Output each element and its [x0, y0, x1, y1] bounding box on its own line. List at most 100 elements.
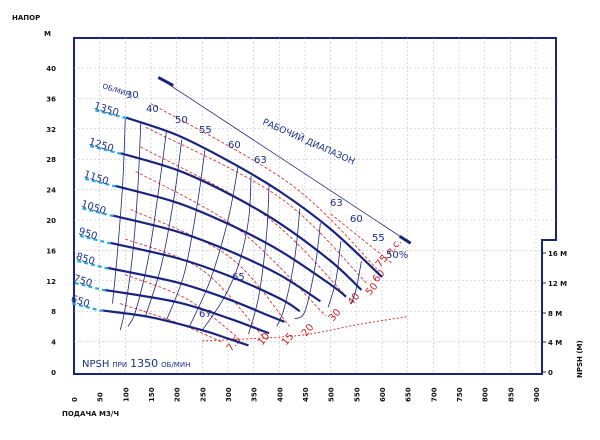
y-tick-label: 20 — [46, 217, 56, 225]
efficiency-curve — [327, 241, 342, 308]
power-curve — [145, 126, 367, 284]
efficiency-label: 50% — [386, 250, 408, 261]
speed-curve-shutoff — [79, 234, 113, 245]
x-tick-label: 650 — [405, 387, 413, 402]
npsh-tick-label: 0 — [548, 369, 553, 377]
npsh-tick-label: 12 М — [548, 280, 567, 288]
efficiency-label: 63 — [254, 155, 267, 166]
y-tick-label: 12 — [46, 278, 56, 286]
x-tick-label: 500 — [328, 387, 336, 402]
speed-curve-shutoff — [95, 109, 128, 120]
grid — [74, 38, 556, 372]
speed-curve — [114, 184, 347, 298]
y-tick-label: 8 — [51, 308, 56, 316]
speed-curve — [124, 116, 383, 278]
power-curve-label: 20 — [300, 322, 317, 339]
efficiency-curve — [145, 139, 183, 316]
power-curve — [125, 274, 239, 339]
efficiency-curve — [294, 222, 321, 320]
npsh-curve-group: NPSH ПРИ 1350 ОБ/МИН — [82, 316, 408, 370]
x-tick-label: 450 — [302, 387, 310, 402]
npsh-tick-label: 16 М — [548, 250, 567, 258]
power-curve-label: 30 — [327, 307, 344, 324]
speed-curve-shutoff — [71, 302, 105, 313]
x-tick-labels: 0 50 100 150 200 250 300 350 400 450 500 550 600 650 7… — [71, 387, 541, 402]
speed-label: 750 — [72, 273, 94, 289]
power-curve-label: 15 — [280, 331, 297, 348]
speed-label: 650 — [69, 294, 91, 310]
x-tick-label: 150 — [148, 387, 156, 402]
x-tick-label: 700 — [430, 387, 438, 402]
speed-curve-shutoff — [89, 145, 123, 156]
speed-curve — [112, 214, 321, 303]
y-tick-label: 28 — [46, 156, 56, 164]
power-curve — [140, 146, 347, 297]
efficiency-curve — [112, 117, 126, 304]
x-tick-label: 750 — [456, 387, 464, 402]
x-tick-label: 350 — [251, 387, 259, 402]
x-tick-label: 900 — [533, 387, 541, 402]
operating-range-line — [161, 79, 408, 242]
power-curve — [330, 213, 393, 264]
x-tick-label: 50 — [97, 392, 105, 402]
speed-label: 850 — [74, 251, 96, 267]
speed-label: 950 — [77, 226, 99, 242]
efficiency-label: 55 — [199, 125, 212, 136]
y-tick-label: 36 — [46, 95, 56, 103]
y-tick-labels: 0 4 8 12 16 20 24 28 32 36 40 — [46, 65, 56, 377]
y-axis-unit: М — [44, 30, 51, 38]
x-tick-label: 250 — [199, 387, 207, 402]
speed-curve — [109, 241, 301, 313]
power-curve — [150, 103, 378, 269]
efficiency-curve — [201, 175, 252, 331]
efficiency-curve — [350, 260, 362, 304]
speed-curve-shutoff — [77, 259, 110, 270]
npsh-tick-label: 4 М — [548, 339, 562, 347]
efficiency-curve — [119, 122, 142, 331]
npsh-label-part: NPSH — [82, 359, 109, 370]
operating-range-label: РАБОЧИЙ ДИАПАЗОН — [261, 116, 357, 168]
efficiency-label: 60 — [228, 140, 241, 151]
npsh-axis-title: NPSH (М) — [576, 340, 584, 378]
x-tick-label: 850 — [507, 387, 515, 402]
power-curve-label: 40 — [346, 291, 363, 308]
x-tick-label: 100 — [122, 387, 130, 402]
npsh-tick-label: 8 М — [548, 310, 562, 318]
x-tick-label: 300 — [225, 387, 233, 402]
efficiency-label: 40 — [146, 104, 159, 115]
y-tick-label: 0 — [51, 369, 56, 377]
efficiency-curve — [127, 131, 167, 327]
operating-range-cap-start — [157, 76, 174, 87]
speed-curve — [119, 152, 363, 291]
speed-curves — [71, 109, 383, 347]
x-axis-title: ПОДАЧА М3/Ч — [62, 410, 119, 418]
speed-curve-shutoff — [74, 281, 108, 292]
chart-frame — [73, 37, 557, 375]
x-tick-label: 600 — [379, 387, 387, 402]
y-tick-label: 40 — [46, 65, 56, 73]
power-curve — [135, 170, 326, 317]
y-tick-label: 32 — [46, 126, 56, 134]
npsh-tick-labels: 0 4 М 8 М 12 М 16 М — [542, 250, 567, 377]
speed-curve — [104, 288, 270, 335]
operating-range-cap-end — [398, 235, 412, 245]
x-tick-label: 0 — [71, 397, 79, 402]
x-tick-label: 400 — [276, 387, 284, 402]
speed-curve — [107, 266, 285, 323]
npsh-label-part: 1350 — [130, 357, 158, 370]
efficiency-label: 60 — [350, 214, 363, 225]
x-tick-label: 550 — [353, 387, 361, 402]
x-tick-label: 200 — [174, 387, 182, 402]
speed-label: 1350 — [92, 101, 120, 119]
npsh-curve-label: NPSH ПРИ 1350 ОБ/МИН — [82, 357, 190, 370]
speed-label: 1250 — [87, 137, 115, 155]
speed-curve-shutoff — [82, 207, 115, 218]
speed-curve — [102, 309, 249, 347]
efficiency-label: 50 — [175, 115, 188, 126]
efficiency-label: 65 — [232, 272, 245, 283]
efficiency-curve — [166, 150, 206, 321]
y-axis-title: НАПОР — [12, 14, 40, 22]
speed-curve-shutoff — [84, 177, 118, 188]
